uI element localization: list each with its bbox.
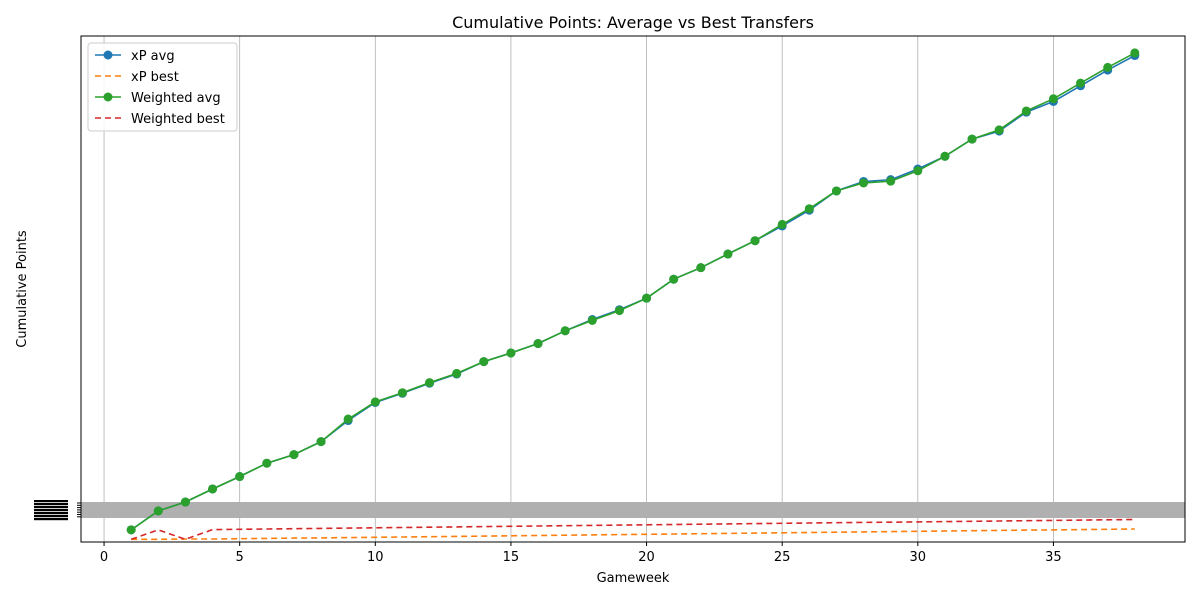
plot-frame — [80, 35, 1186, 543]
series-line — [130, 52, 1136, 531]
y-axis-label: Cumulative Points — [15, 230, 30, 348]
x-tick-label: 15 — [503, 550, 520, 565]
data-point — [425, 378, 435, 388]
y-tick-label-block — [34, 500, 68, 503]
y-tick-label-block — [34, 515, 68, 518]
data-point — [1130, 48, 1140, 58]
data-point — [994, 125, 1004, 135]
y-tick-label-block — [34, 509, 68, 512]
series-line — [130, 518, 1135, 541]
data-point — [343, 414, 353, 424]
legend-label: Weighted avg — [131, 91, 221, 106]
data-point — [859, 178, 869, 188]
data-point — [940, 151, 950, 161]
data-point — [750, 236, 760, 246]
y-tick-label-block — [34, 506, 68, 509]
data-point — [1048, 94, 1058, 104]
x-axis-ticks: 0 5 10 15 20 25 30 35 — [100, 542, 1062, 565]
grid-lines — [103, 36, 1054, 542]
data-point — [289, 450, 299, 460]
data-point — [777, 219, 787, 229]
data-point — [208, 484, 218, 494]
data-point — [316, 437, 326, 447]
data-point — [153, 506, 163, 516]
legend-box — [87, 42, 238, 132]
data-point — [262, 458, 272, 468]
data-point — [886, 176, 896, 186]
data-point — [642, 293, 652, 303]
data-point — [370, 397, 380, 407]
data-point — [235, 472, 245, 482]
legend-label: Weighted best — [131, 112, 225, 127]
data-point — [560, 326, 570, 336]
x-tick-label: 20 — [638, 550, 655, 565]
data-point — [180, 497, 190, 507]
data-point — [831, 186, 841, 196]
data-point — [397, 388, 407, 398]
y-tick-overlap-band — [81, 502, 1185, 518]
data-point — [669, 274, 679, 284]
data-point — [1076, 78, 1086, 88]
series-layer — [126, 48, 1140, 541]
data-point — [696, 263, 706, 273]
x-tick-label: 10 — [367, 550, 384, 565]
y-axis-ticks — [34, 500, 81, 521]
data-point — [533, 339, 543, 349]
data-point — [967, 134, 977, 144]
data-point — [479, 357, 489, 367]
y-tick-label-block — [34, 503, 68, 506]
legend-marker — [103, 50, 113, 60]
data-point — [1021, 106, 1031, 116]
y-tick-label-block — [34, 518, 68, 521]
legend: xP avg xP best Weighted avg Weighted best — [87, 42, 238, 132]
series-line — [131, 528, 1135, 541]
x-tick-label: 0 — [100, 550, 108, 565]
data-point — [452, 368, 462, 378]
x-axis-label: Gameweek — [597, 571, 670, 586]
data-point — [506, 348, 516, 358]
x-tick-label: 25 — [774, 550, 791, 565]
data-point — [804, 204, 814, 214]
data-point — [587, 315, 597, 325]
x-tick-label: 30 — [910, 550, 927, 565]
data-point — [1103, 62, 1113, 72]
y-tick-label-block — [34, 512, 68, 515]
x-tick-label: 5 — [236, 550, 244, 565]
chart-title: Cumulative Points: Average vs Best Trans… — [452, 13, 814, 32]
legend-marker — [103, 92, 113, 102]
data-point — [913, 166, 923, 176]
legend-label: xP best — [131, 70, 179, 85]
data-point — [126, 525, 136, 535]
data-point — [614, 306, 624, 316]
x-tick-label: 35 — [1045, 550, 1062, 565]
data-point — [723, 249, 733, 259]
legend-label: xP avg — [131, 49, 175, 64]
